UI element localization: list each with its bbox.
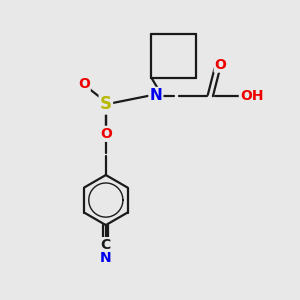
Text: N: N [100,251,112,265]
Text: S: S [100,95,112,113]
Text: O: O [215,58,226,72]
Text: O: O [78,77,90,91]
Text: N: N [149,88,162,103]
Text: C: C [101,238,111,252]
Text: O: O [100,127,112,141]
Text: OH: OH [240,88,263,103]
